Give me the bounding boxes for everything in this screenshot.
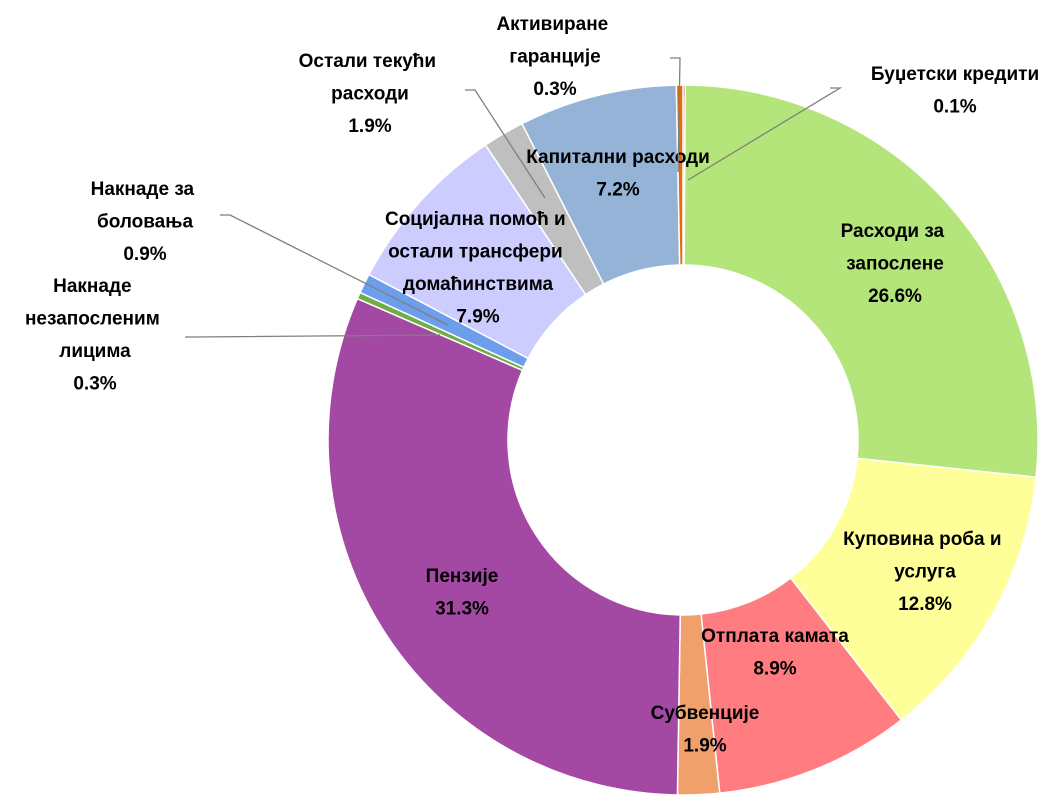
label-line: Капитални расходи [526,147,710,168]
value-label: 12.8% [898,594,952,615]
label-line: Куповина роба и [843,529,1007,550]
leader-line [687,87,843,181]
label-line: домаћинствима [403,274,554,295]
category-label: Субвенције [651,703,760,724]
value-label: 7.2% [596,180,639,201]
label-line: остали трансфери [388,242,568,263]
value-label: 8.9% [753,659,796,680]
label-line: расходи [331,84,409,105]
label-line: лицима [59,341,131,362]
label-line: Субвенције [651,703,760,724]
value-label: 1.9% [348,116,391,137]
leader-line [465,89,546,199]
value-label: 1.9% [683,736,726,757]
label-line: Пензије [426,566,499,587]
category-label: Буџетски кредити [871,64,1039,85]
label-line: Расходи за [841,221,950,242]
label-line: Остали текући [299,51,442,72]
label-line: запослене [846,254,944,275]
category-label: Пензије [426,566,499,587]
value-label: 0.3% [533,79,576,100]
category-label: Остали текући расходи [299,51,442,105]
label-line: Активиране [496,14,613,35]
label-line: незапосленим [25,309,165,330]
label-line: Накнаде за [91,179,200,200]
slice [789,457,1037,722]
label-line: Накнаде [53,276,137,297]
value-label: 0.9% [123,244,166,265]
value-label: 26.6% [868,286,922,307]
label-line: гаранције [509,47,600,68]
slice [683,84,1039,479]
value-label: 0.3% [73,374,116,395]
category-label: Накнаде за боловања [91,179,200,233]
slice [327,297,682,796]
slice [675,84,684,266]
category-label: Накнаде незапосленим лицима [25,276,165,362]
category-label: Активиране гаранције [496,14,613,68]
label-line: Отплата камата [701,626,849,647]
label-line: услуга [894,562,956,583]
value-label: 31.3% [435,599,489,620]
category-label: Куповина роба и услуга [843,529,1007,583]
label-line: Социјална помоћ и [385,209,571,230]
category-label: Капитални расходи [526,147,710,168]
label-line: боловања [97,212,194,233]
category-label: Отплата камата [701,626,849,647]
leader-line [220,214,449,326]
leader-line [670,57,681,173]
value-label: 7.9% [456,307,499,328]
label-line: Буџетски кредити [871,64,1039,85]
leader-line [185,334,441,338]
category-label: Социјална помоћ и остали трансфери домаћ… [385,209,571,295]
value-label: 0.1% [933,97,976,118]
category-label: Расходи за запослене [841,221,950,275]
